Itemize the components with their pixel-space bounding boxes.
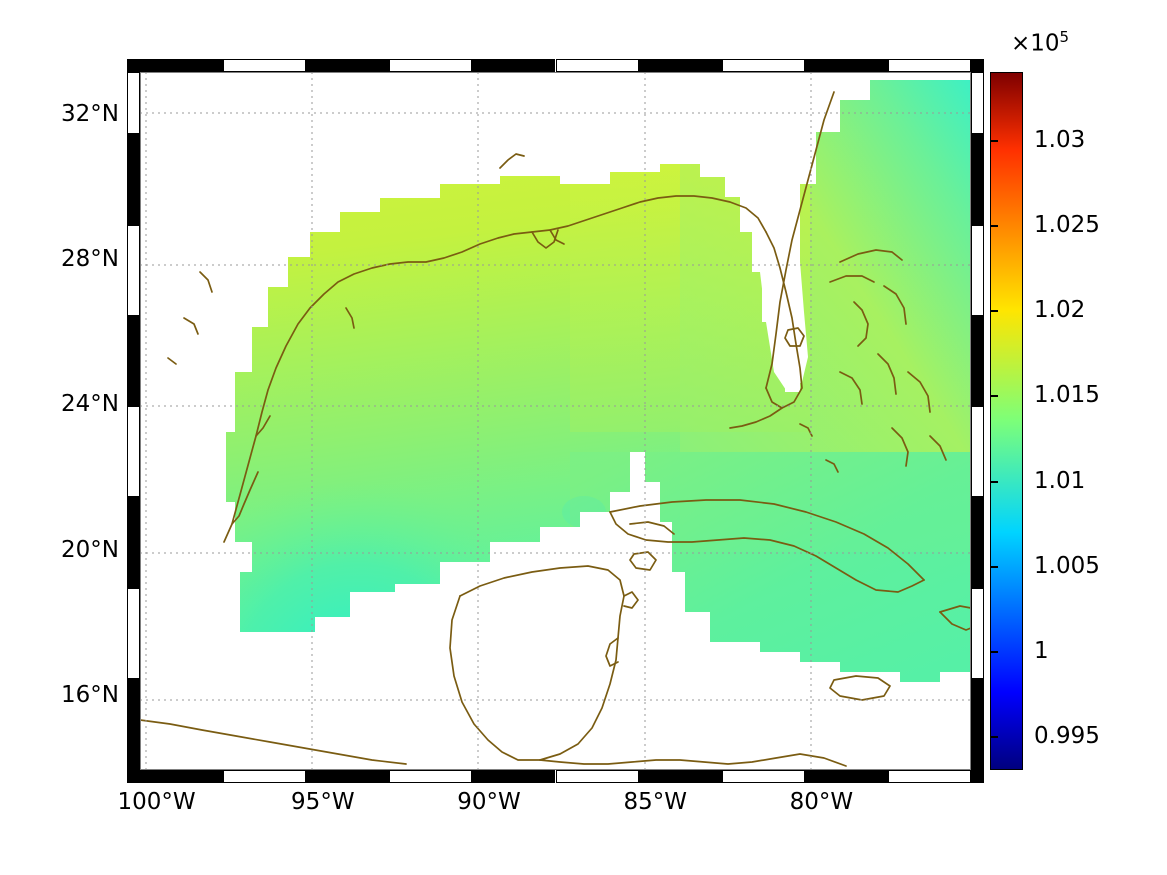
map-frame-segment	[804, 770, 888, 783]
colorbar-exponent-label: ×105	[1011, 28, 1069, 57]
colorbar-tick-label: 1.015	[1034, 382, 1100, 409]
colorbar-tick-mark	[990, 565, 998, 568]
colorbar-tick-mark	[990, 310, 998, 313]
map-frame-segment	[472, 770, 556, 783]
map-frame-segment	[971, 133, 984, 225]
map-frame-segment	[971, 315, 984, 407]
map-frame-segment	[223, 770, 307, 783]
colorbar-tick-mark	[990, 480, 998, 483]
map-frame-segment	[971, 224, 984, 316]
pressure-field-heatmap	[140, 72, 971, 770]
map-frame-segment	[638, 59, 722, 72]
colorbar-exponent-power: 5	[1059, 28, 1070, 46]
map-frame-segment	[555, 59, 639, 72]
map-frame-top	[127, 59, 984, 72]
map-frame-bottom	[127, 770, 984, 783]
latitude-tick-28N: 28°N	[61, 246, 119, 273]
map-frame-segment	[971, 497, 984, 589]
map-frame-segment	[389, 59, 473, 72]
map-frame-right	[971, 59, 984, 783]
colorbar-tick-label: 1.02	[1034, 297, 1086, 324]
map-frame-segment	[140, 59, 224, 72]
latitude-tick-20N: 20°N	[61, 536, 119, 563]
map-axes[interactable]	[140, 72, 971, 770]
colorbar-tick-mark	[990, 735, 998, 738]
colorbar-tick-label: 1.025	[1034, 212, 1100, 239]
map-frame-segment	[127, 315, 140, 407]
map-frame-segment	[127, 588, 140, 680]
map-frame-segment	[127, 679, 140, 770]
map-frame-corner	[127, 59, 140, 72]
colorbar-tick-mark	[990, 650, 998, 653]
map-frame-segment	[140, 770, 224, 783]
latitude-tick-16N: 16°N	[61, 682, 119, 709]
colorbar-tick-label: 0.995	[1034, 722, 1100, 749]
map-plot-area	[140, 72, 971, 770]
map-frame-segment	[306, 770, 390, 783]
longitude-tick-80W: 80°W	[789, 789, 854, 815]
map-frame-segment	[223, 59, 307, 72]
graticule-gridlines	[140, 72, 971, 770]
map-frame-corner	[971, 59, 984, 72]
map-frame-segment	[127, 72, 140, 134]
map-frame-segment	[971, 588, 984, 680]
map-frame-segment	[721, 770, 805, 783]
map-frame-corner	[971, 770, 984, 783]
map-frame-segment	[638, 770, 722, 783]
map-frame-segment	[887, 770, 971, 783]
map-frame-segment	[127, 133, 140, 225]
longitude-tick-85W: 85°W	[623, 789, 687, 815]
map-frame-segment	[127, 406, 140, 498]
colorbar-tick-mark	[990, 225, 998, 228]
map-frame-segment	[971, 679, 984, 770]
colorbar-tick-label: 1	[1034, 637, 1049, 664]
map-frame-corner	[127, 770, 140, 783]
colorbar-exponent-mantissa: ×10	[1011, 30, 1060, 57]
map-frame-segment	[127, 497, 140, 589]
map-frame-segment	[887, 59, 971, 72]
map-frame-segment	[555, 770, 639, 783]
map-frame-segment	[306, 59, 390, 72]
colorbar[interactable]	[990, 72, 1023, 770]
map-frame-segment	[971, 72, 984, 134]
longitude-tick-95W: 95°W	[291, 789, 355, 815]
longitude-tick-90W: 90°W	[457, 789, 521, 815]
map-frame-segment	[472, 59, 556, 72]
colorbar-tick-label: 1.005	[1034, 552, 1100, 579]
colorbar-tick-label: 1.01	[1034, 467, 1086, 494]
colorbar-gradient	[990, 72, 1023, 770]
map-frame-segment	[971, 406, 984, 498]
colorbar-tick-label: 1.03	[1034, 127, 1086, 154]
latitude-tick-32N: 32°N	[61, 100, 119, 127]
map-frame-segment	[127, 224, 140, 316]
coastline-overlay	[140, 91, 971, 767]
map-frame-left	[127, 59, 140, 783]
longitude-tick-100W: 100°W	[117, 789, 196, 815]
map-frame-segment	[804, 59, 888, 72]
colorbar-tick-mark	[990, 395, 998, 398]
map-frame-segment	[721, 59, 805, 72]
map-frame-segment	[389, 770, 473, 783]
latitude-tick-24N: 24°N	[61, 391, 119, 418]
colorbar-tick-mark	[990, 140, 998, 143]
